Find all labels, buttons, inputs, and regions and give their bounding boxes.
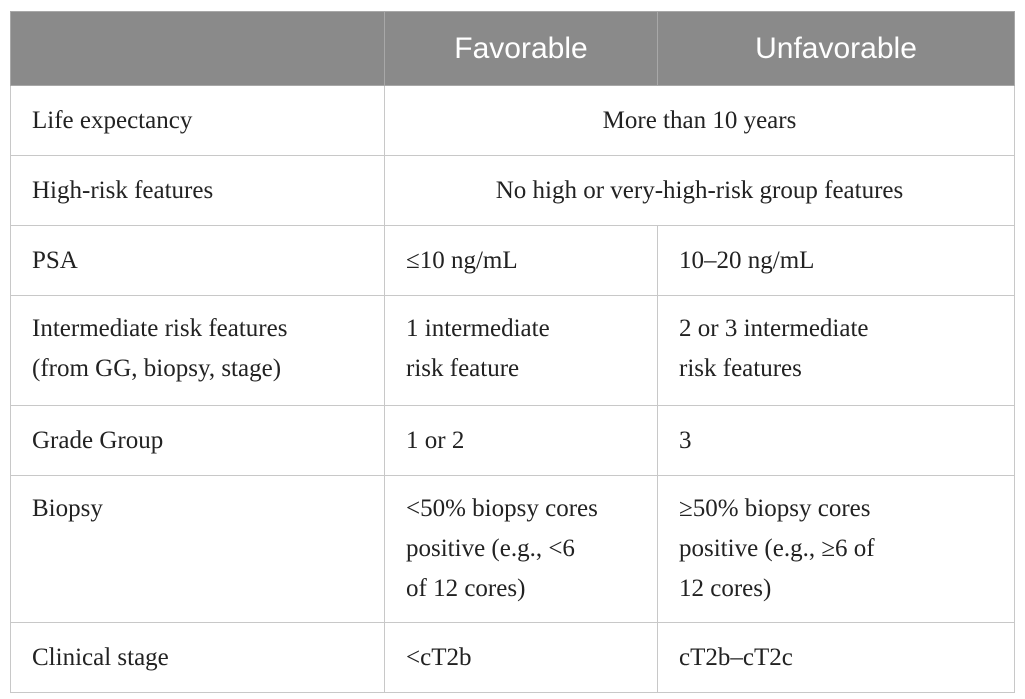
clinical-stage-unfavorable: cT2b–cT2c bbox=[657, 622, 1015, 693]
table-row-biopsy: Biopsy <50% biopsy cores positive (e.g.,… bbox=[10, 475, 1015, 623]
intermediate-favorable-line2: risk feature bbox=[406, 355, 520, 382]
row-label-clinical-stage: Clinical stage bbox=[10, 622, 385, 693]
biopsy-favorable-line2: positive (e.g., <6 bbox=[406, 535, 575, 562]
table-body: Life expectancy More than 10 years High-… bbox=[10, 85, 1015, 693]
life-expectancy-value: More than 10 years bbox=[384, 85, 1015, 156]
table-row-intermediate: Intermediate risk features (from GG, bio… bbox=[10, 295, 1015, 406]
intermediate-unfavorable-line2: risk features bbox=[679, 355, 802, 382]
biopsy-favorable-line1: <50% biopsy cores bbox=[406, 495, 598, 522]
biopsy-unfavorable-line1: ≥50% biopsy cores bbox=[679, 495, 871, 522]
table-row-psa: PSA ≤10 ng/mL 10–20 ng/mL bbox=[10, 225, 1015, 296]
header-favorable: Favorable bbox=[384, 11, 658, 86]
row-label-grade-group: Grade Group bbox=[10, 405, 385, 476]
grade-group-unfavorable: 3 bbox=[657, 405, 1015, 476]
row-label-life-expectancy: Life expectancy bbox=[10, 85, 385, 156]
table-header: Favorable Unfavorable bbox=[10, 11, 1015, 86]
table-row-life-expectancy: Life expectancy More than 10 years bbox=[10, 85, 1015, 156]
intermediate-unfavorable: 2 or 3 intermediate risk features bbox=[657, 295, 1015, 406]
biopsy-unfavorable: ≥50% biopsy cores positive (e.g., ≥6 of … bbox=[657, 475, 1015, 623]
grade-group-favorable: 1 or 2 bbox=[384, 405, 658, 476]
biopsy-unfavorable-line2: positive (e.g., ≥6 of bbox=[679, 535, 875, 562]
table-row-grade-group: Grade Group 1 or 2 3 bbox=[10, 405, 1015, 476]
header-row: Favorable Unfavorable bbox=[10, 11, 1015, 86]
biopsy-favorable-line3: of 12 cores) bbox=[406, 575, 526, 602]
biopsy-unfavorable-line3: 12 cores) bbox=[679, 575, 772, 602]
row-label-psa: PSA bbox=[10, 225, 385, 296]
row-label-intermediate: Intermediate risk features (from GG, bio… bbox=[10, 295, 385, 406]
table-row-clinical-stage: Clinical stage <cT2b cT2b–cT2c bbox=[10, 622, 1015, 693]
high-risk-value: No high or very-high-risk group features bbox=[384, 155, 1015, 226]
intermediate-label-line2: (from GG, biopsy, stage) bbox=[32, 355, 282, 382]
psa-unfavorable: 10–20 ng/mL bbox=[657, 225, 1015, 296]
row-label-high-risk: High-risk features bbox=[10, 155, 385, 226]
table-row-high-risk: High-risk features No high or very-high-… bbox=[10, 155, 1015, 226]
intermediate-unfavorable-line1: 2 or 3 intermediate bbox=[679, 315, 869, 342]
header-unfavorable: Unfavorable bbox=[657, 11, 1015, 86]
clinical-stage-favorable: <cT2b bbox=[384, 622, 658, 693]
psa-favorable: ≤10 ng/mL bbox=[384, 225, 658, 296]
row-label-biopsy: Biopsy bbox=[10, 475, 385, 623]
intermediate-label-line1: Intermediate risk features bbox=[32, 315, 288, 342]
biopsy-favorable: <50% biopsy cores positive (e.g., <6 of … bbox=[384, 475, 658, 623]
header-corner-cell bbox=[10, 11, 385, 86]
intermediate-favorable: 1 intermediate risk feature bbox=[384, 295, 658, 406]
risk-classification-table: Favorable Unfavorable Life expectancy Mo… bbox=[10, 11, 1015, 693]
intermediate-favorable-line1: 1 intermediate bbox=[406, 315, 550, 342]
